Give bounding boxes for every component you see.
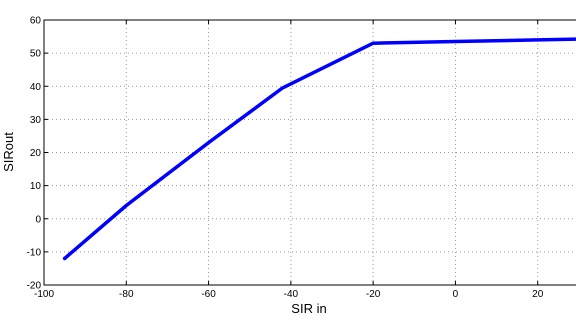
x-tick-label: -60 [201,289,216,300]
x-axis-label: SIR in [291,301,326,316]
y-tick-label: 60 [30,16,42,27]
tick-marks [43,19,539,286]
y-tick-label: -10 [27,247,42,258]
series-line [62,37,576,261]
x-tick-label: -20 [366,289,381,300]
y-tick-label: 0 [35,214,41,225]
x-tick-label: -100 [34,289,54,300]
grid-lines [44,20,576,285]
y-tick-label: 40 [30,82,42,93]
y-tick-labels: 60 50 40 30 20 10 0 -10 -20 [27,16,42,292]
x-tick-label: -80 [119,289,134,300]
x-tick-label: -40 [284,289,299,300]
y-tick-label: 20 [30,148,42,159]
y-tick-label: -20 [27,281,42,292]
x-tick-label: 20 [532,289,544,300]
y-tick-label: 30 [30,115,42,126]
x-tick-label: 0 [453,289,459,300]
y-axis-label: SIRout [1,132,16,172]
x-tick-labels: -100-80-60-40-200204 [34,289,544,300]
y-tick-label: 10 [30,181,42,192]
series-layer [62,37,576,261]
y-tick-label: 50 [30,49,42,60]
